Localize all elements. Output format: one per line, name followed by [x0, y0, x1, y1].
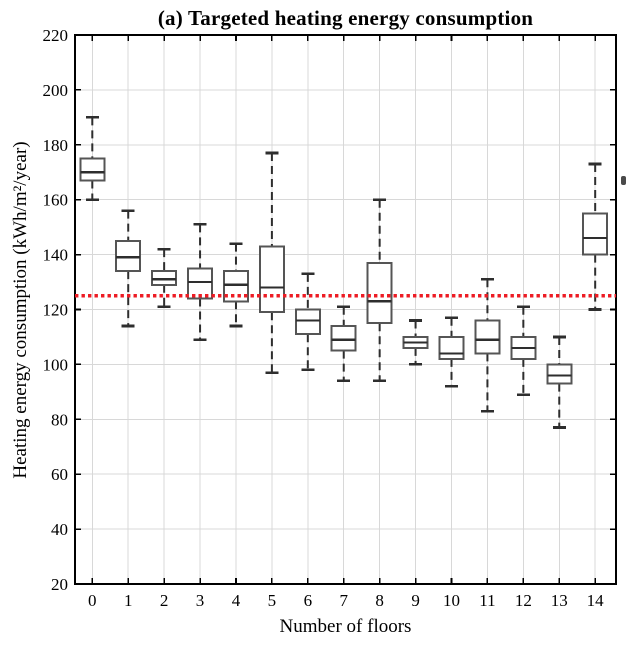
ytick-label-40: 40	[51, 520, 68, 539]
xtick-label-6: 6	[304, 591, 313, 610]
ytick-label-20: 20	[51, 575, 68, 594]
box-floor-1	[115, 239, 142, 273]
ytick-label-200: 200	[43, 81, 69, 100]
xtick-label-10: 10	[443, 591, 460, 610]
xtick-label-12: 12	[515, 591, 532, 610]
xtick-label-9: 9	[411, 591, 420, 610]
xtick-label-14: 14	[587, 591, 605, 610]
box-floor-2	[151, 270, 178, 286]
ytick-label-220: 220	[43, 26, 69, 45]
box-floor-6	[294, 308, 321, 336]
ytick-label-140: 140	[43, 246, 69, 265]
xtick-label-7: 7	[339, 591, 348, 610]
box-floor-7	[330, 324, 357, 352]
xtick-label-3: 3	[196, 591, 205, 610]
x-axis-label: Number of floors	[279, 616, 412, 637]
box-floor-5	[258, 245, 285, 314]
xtick-label-2: 2	[160, 591, 169, 610]
ytick-label-160: 160	[43, 191, 69, 210]
xtick-label-1: 1	[124, 591, 133, 610]
xtick-label-11: 11	[479, 591, 495, 610]
ytick-label-180: 180	[43, 136, 69, 155]
ytick-label-120: 120	[43, 301, 69, 320]
cropped-edge-artifact	[621, 176, 626, 185]
box-floor-8	[366, 261, 393, 325]
box-floor-0	[79, 157, 106, 182]
ytick-label-100: 100	[43, 355, 69, 374]
xtick-label-13: 13	[551, 591, 568, 610]
chart-title: (a) Targeted heating energy consumption	[157, 6, 534, 30]
xtick-label-8: 8	[375, 591, 384, 610]
box-floor-11	[474, 319, 501, 355]
box-floor-13	[546, 363, 573, 385]
box-floor-4	[222, 270, 249, 303]
ytick-label-60: 60	[51, 465, 68, 484]
xtick-label-5: 5	[268, 591, 277, 610]
ytick-label-80: 80	[51, 410, 68, 429]
box-floor-3	[187, 267, 214, 300]
xtick-label-4: 4	[232, 591, 241, 610]
xtick-label-0: 0	[88, 591, 97, 610]
box-floor-14	[582, 212, 609, 256]
box-floor-10	[438, 335, 465, 360]
